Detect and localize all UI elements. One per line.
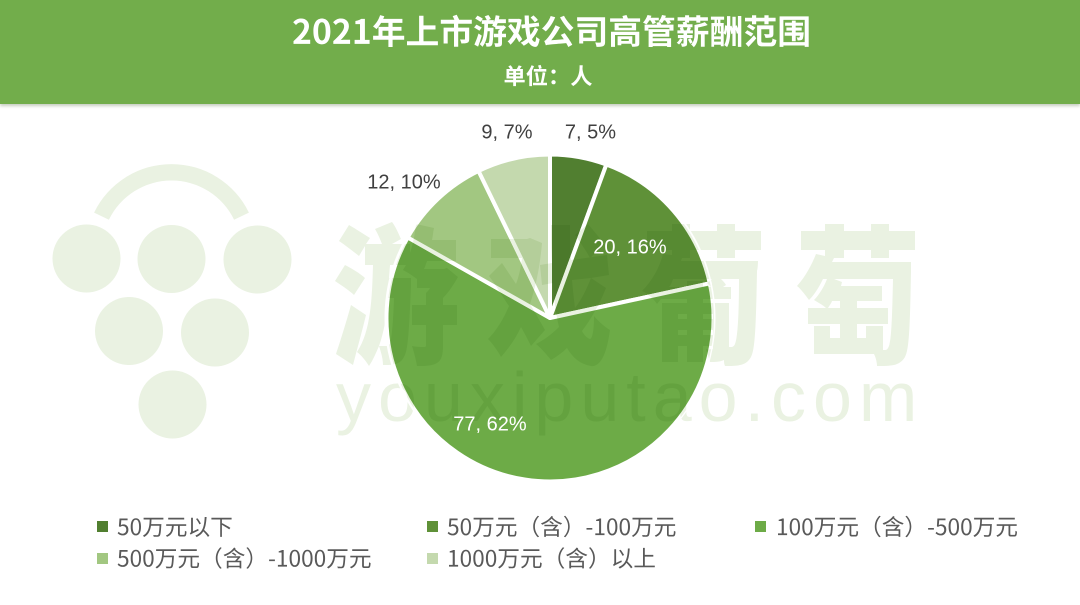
pie-label-3: 77, 62% <box>453 413 527 435</box>
legend-label-5 <box>449 547 655 569</box>
header-band <box>0 0 1080 104</box>
legend-label-2 <box>447 515 676 538</box>
pie-label-4: 12, 10% <box>367 171 441 193</box>
legend-label-4 <box>117 547 371 569</box>
legend-swatch-4 <box>97 552 108 564</box>
pie-label-2: 20, 16% <box>593 236 667 259</box>
pie-label-1: 7, 5% <box>564 121 617 144</box>
legend-swatch-3 <box>755 521 766 532</box>
pie-label-5: 9, 7% <box>481 121 533 144</box>
legend-label-1 <box>117 517 232 538</box>
pie-chart <box>384 152 716 484</box>
legend-swatch-1 <box>97 521 108 532</box>
legend-label-3 <box>778 515 1017 538</box>
legend-swatch-2 <box>427 521 438 532</box>
legend-swatch-5 <box>427 552 438 564</box>
